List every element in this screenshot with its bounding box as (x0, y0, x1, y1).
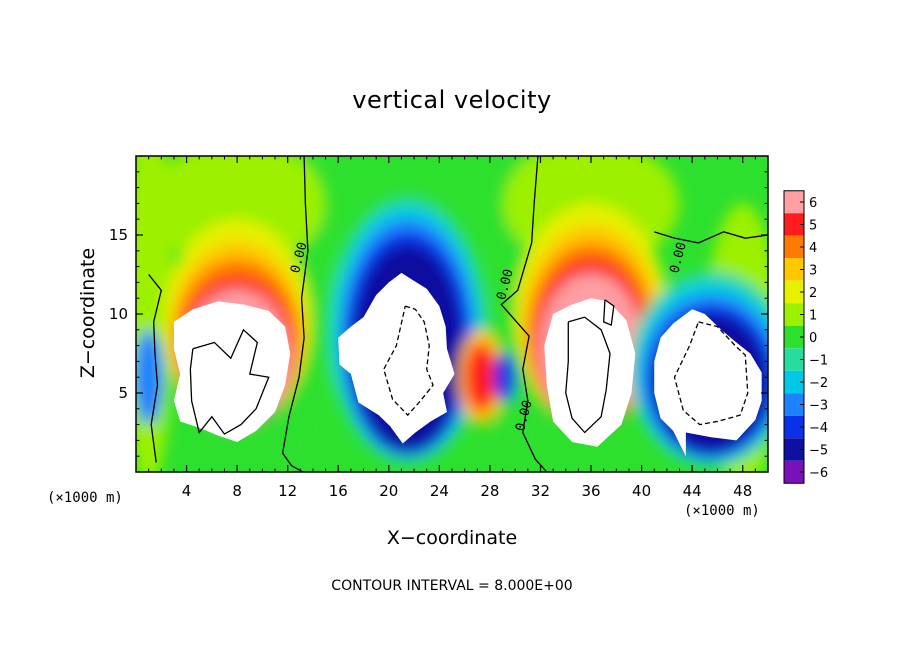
core-downdraft-1 (338, 272, 455, 444)
colorbar-swatch (784, 235, 804, 259)
colorbar-tick-label: 1 (809, 309, 817, 324)
colorbar-tick-label: 3 (809, 264, 817, 279)
y-tick-label: 10 (109, 305, 128, 323)
x-tick-label: 40 (632, 482, 651, 500)
colorbar-swatch (784, 370, 804, 394)
x-tick-label: 4 (182, 482, 192, 500)
y-axis: 5 10 15 (109, 171, 768, 457)
zero-contour-1 (281, 156, 309, 472)
plot-area: 0.000.000.000.00 4 8 12 16 20 24 28 32 36 40 44 48 … (109, 155, 769, 500)
x-tick-label: 44 (683, 482, 702, 500)
contour-interval-note: CONTOUR INTERVAL = 8.000E+00 (331, 578, 573, 594)
x-unit-label-left: (×1000 m) (47, 490, 123, 506)
field-blob (464, 342, 498, 412)
colorbar: 6 5 4 3 2 1 0 −1 −2 −3 −4 −5 −6 (783, 190, 828, 484)
zero-contour-4 (654, 231, 768, 244)
colorbar-swatch (784, 460, 804, 484)
colorbar-tick-label: 2 (809, 286, 817, 301)
x-tick-label: 20 (379, 482, 398, 500)
field-blob (493, 351, 517, 403)
colorbar-tick-label: −6 (809, 466, 828, 481)
colorbar-tick-label: 6 (809, 196, 817, 211)
x-tick-label: 36 (581, 482, 600, 500)
colorbar-swatch (784, 438, 804, 461)
y-tick-label: 5 (118, 384, 128, 402)
chart-title: vertical velocity (352, 86, 552, 114)
x-axis-label: X−coordinate (386, 527, 518, 549)
velocity-field (136, 156, 768, 472)
colorbar-tick-label: −5 (809, 444, 828, 459)
colorbar-swatch (784, 303, 804, 326)
colorbar-swatch (784, 348, 804, 371)
colorbar-tick-label: −2 (809, 376, 828, 391)
x-tick-label: 32 (531, 482, 550, 500)
colorbar-swatch (784, 258, 804, 281)
field-blob (136, 329, 164, 425)
x-tick-label: 12 (278, 482, 297, 500)
colorbar-swatch (784, 213, 804, 236)
colorbar-tick-label: 4 (809, 241, 817, 256)
colorbar-swatch (784, 280, 804, 304)
contour-core-3b (603, 299, 615, 326)
contour-core-1 (189, 328, 270, 435)
field-blob (148, 156, 326, 267)
x-tick-label: 8 (232, 482, 242, 500)
x-tick-label: 48 (733, 482, 752, 500)
core-updraft-3 (544, 298, 636, 447)
core-downdraft-2 (654, 309, 762, 457)
x-tick-label: 28 (480, 482, 499, 500)
x-unit-label-right: (×1000 m) (684, 503, 760, 519)
y-tick-label: 15 (109, 226, 128, 244)
contour-core-3 (565, 316, 611, 434)
colorbar-swatch (784, 325, 804, 349)
colorbar-tick-label: −3 (809, 399, 828, 414)
zero-contour-3 (148, 274, 162, 463)
contour-core-downdraft-1 (383, 305, 434, 417)
colorbar-swatch (784, 393, 804, 416)
colorbar-tick-label: 5 (809, 219, 817, 234)
core-updraft-1 (173, 301, 291, 442)
zero-contour-2 (500, 156, 548, 472)
colorbar-swatch (784, 415, 804, 439)
contour-lines (148, 156, 768, 472)
contour-core-downdraft-2 (673, 321, 749, 426)
y-axis-label: Z−coordinate (77, 247, 99, 379)
x-axis: 4 8 12 16 20 24 28 32 36 40 44 48 (148, 156, 756, 500)
colorbar-tick-label: −1 (809, 354, 828, 369)
colorbar-tick-label: 0 (809, 331, 817, 346)
x-tick-label: 24 (430, 482, 449, 500)
x-tick-label: 16 (329, 482, 348, 500)
colorbar-swatch (784, 190, 804, 214)
colorbar-tick-label: −4 (809, 421, 828, 436)
